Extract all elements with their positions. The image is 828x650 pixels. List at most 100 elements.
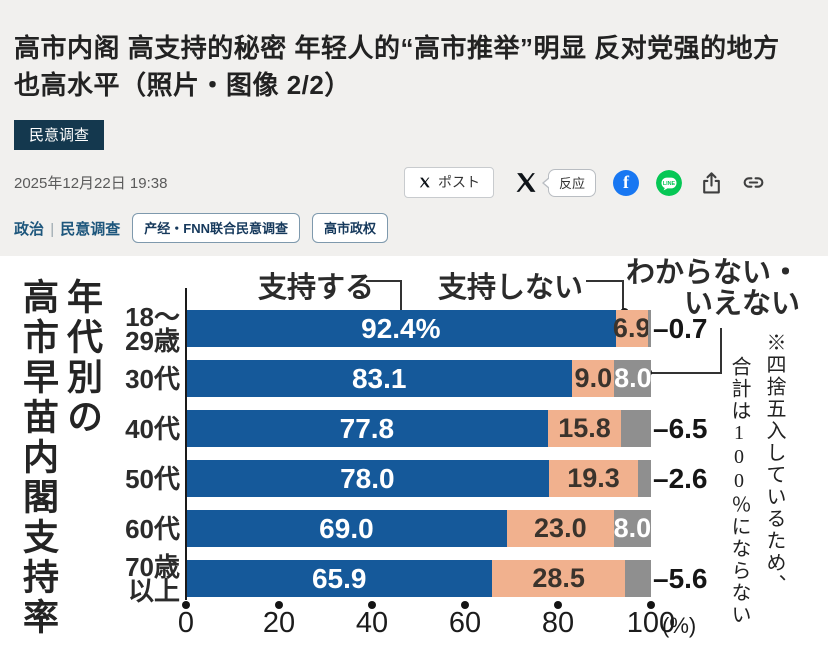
- bar-segment-oppose: 6.9: [613, 310, 650, 347]
- bar-track: 77.8 15.8 –6.5: [186, 410, 708, 447]
- bar-value-label-support: 78.0: [340, 462, 395, 494]
- chart-row: 30代 83.1 9.0 8.0: [116, 360, 652, 397]
- facebook-icon[interactable]: f: [613, 169, 639, 196]
- bar-segment-support: 77.8: [186, 410, 548, 447]
- bar-value-label-oppose: 28.5: [532, 563, 585, 593]
- article-page: 高市内阁 高支持的秘密 年轻人的“高市推举”明显 反对党强的地方也高水平（照片・…: [0, 30, 828, 650]
- legend-support: 支持する: [258, 272, 375, 304]
- tag-link-poll[interactable]: 民意调查: [60, 220, 121, 238]
- legend-support-connector: [366, 280, 402, 310]
- legend-unknown: わからない・ いえない: [625, 257, 800, 320]
- bar-segment-oppose: 15.8: [547, 410, 622, 447]
- x-axis-tick-label: 100: [626, 607, 676, 639]
- category-label-line: 40代: [125, 413, 180, 444]
- bar-segment-oppose: 28.5: [492, 560, 625, 597]
- category-label-line: 30代: [125, 363, 180, 394]
- bar-track: 92.4% 6.9 –0.7: [186, 310, 708, 347]
- x-axis-tick-dot: [554, 601, 562, 609]
- category-label-line: 18～: [125, 301, 180, 332]
- x-axis-tick-dot: [182, 601, 190, 609]
- bar-track: 78.0 19.3 –2.6: [186, 460, 708, 497]
- category-label: 18～ 29歳: [116, 301, 180, 356]
- meta-row: 2025年12月22日 19:38 ポスト 反应 f LINE: [14, 167, 814, 198]
- bar-value-label-support: 69.0: [319, 512, 374, 544]
- chart: 高市早苗内閣支持率 年代別の 支持する 支持しない わからない・ いえない 18…: [0, 256, 828, 650]
- tag-link-politics[interactable]: 政治: [14, 220, 45, 238]
- category-label: 30代: [116, 363, 180, 394]
- rounding-note-col1: ※四捨五入しているため、: [763, 332, 785, 596]
- page-title: 高市内阁 高支持的秘密 年轻人的“高市推举”明显 反对党强的地方也高水平（照片・…: [14, 33, 780, 100]
- x-logo-icon[interactable]: [513, 170, 538, 195]
- category-label: 50代: [116, 463, 180, 494]
- bar-value-label-unknown-outside: –0.7: [653, 312, 708, 344]
- tag-button-sankei-fnn-poll[interactable]: 产经・FNN联合民意调查: [132, 213, 300, 243]
- category-label-line: 以上: [127, 575, 180, 606]
- category-label: 40代: [116, 413, 180, 444]
- bar-segment-oppose: 23.0: [506, 510, 614, 547]
- bar-segment-unknown: 8.0: [614, 360, 652, 397]
- bar-value-label-oppose: 19.3: [567, 463, 620, 493]
- bar-value-label-support: 65.9: [311, 562, 367, 594]
- legend-oppose-connector: [586, 280, 624, 312]
- bar-value-label-unknown-outside: –6.5: [653, 412, 708, 444]
- legend-unknown-connector: [650, 328, 722, 374]
- bar-value-label-support: 77.8: [339, 412, 395, 444]
- bar-segment-support: 83.1: [186, 360, 573, 397]
- bar-segment-unknown: [621, 410, 652, 447]
- bar-segment-unknown: [624, 560, 651, 597]
- bar-value-label-oppose: 23.0: [534, 513, 587, 543]
- share-icon[interactable]: [699, 170, 724, 195]
- bar-segment-oppose: 9.0: [572, 360, 615, 397]
- chart-row: 50代 78.0 19.3 –2.6: [116, 460, 708, 497]
- bar-segment-support: 65.9: [186, 560, 493, 597]
- bar-segment-unknown: 8.0: [614, 510, 651, 547]
- x-axis-tick-label: 80: [541, 607, 575, 639]
- line-icon[interactable]: LINE: [656, 169, 682, 196]
- x-post-label: ポスト: [437, 174, 480, 190]
- bar-segment-oppose: 19.3: [548, 460, 639, 497]
- bar-segment-support: 69.0: [186, 510, 507, 547]
- tag-separator: |: [50, 220, 55, 238]
- tags-row: 政治 | 民意调查 产经・FNN联合民意调查 高市政权: [14, 213, 814, 243]
- bar-track: 69.0 23.0 8.0: [186, 510, 651, 547]
- reaction-bubble-button[interactable]: 反应: [541, 168, 596, 197]
- x-axis-unit: (%): [662, 613, 697, 638]
- category-label-line: 29歳: [125, 325, 180, 356]
- share-bar: ポスト 反应 f LINE: [403, 167, 766, 198]
- y-axis-line: [185, 288, 187, 600]
- category-label-line: 50代: [125, 463, 180, 494]
- x-logo-icon: [419, 177, 430, 187]
- publish-date: 2025年12月22日 19:38: [14, 175, 168, 192]
- category-label-line: 70歳: [125, 551, 180, 582]
- x-axis-tick-dot: [461, 601, 469, 609]
- chart-row: 40代 77.8 15.8 –6.5: [116, 410, 708, 447]
- bar-value-label-oppose: 15.8: [558, 413, 611, 443]
- bar-value-label-support: 83.1: [351, 362, 407, 394]
- chart-row: 70歳 以上 65.9 28.5 –5.6: [116, 554, 708, 604]
- tag-button-takaichi-admin[interactable]: 高市政权: [312, 213, 389, 243]
- bar-segment-support: 92.4%: [186, 310, 616, 347]
- line-label: LINE: [663, 181, 676, 187]
- bar-value-label-unknown: 8.0: [614, 363, 652, 393]
- bar-segment-unknown: [638, 460, 651, 497]
- bar-value-label-support: 92.4%: [361, 312, 441, 344]
- bar-value-label-unknown-outside: –5.6: [653, 562, 708, 594]
- chart-vertical-title-main: 高市早苗内閣支持率: [18, 278, 59, 638]
- x-axis-tick-label: 40: [355, 607, 389, 639]
- x-axis-tick-label: 20: [262, 607, 296, 639]
- rounding-note-col2: 合計は100％にならない: [728, 356, 750, 626]
- category-badge[interactable]: 民意调查: [14, 120, 105, 150]
- x-post-button[interactable]: ポスト: [403, 167, 494, 198]
- chart-vertical-title-sub: 年代別の: [62, 278, 103, 438]
- x-axis-tick-label: 0: [177, 607, 195, 639]
- x-axis-tick-dot: [368, 601, 376, 609]
- bar-segment-unknown: [647, 310, 651, 347]
- bar-track: 83.1 9.0 8.0: [186, 360, 652, 397]
- x-axis-tick-dot: [647, 601, 655, 609]
- category-label-line: 60代: [125, 513, 180, 544]
- bar-track: 65.9 28.5 –5.6: [186, 560, 708, 597]
- link-icon[interactable]: [741, 170, 766, 195]
- bar-segment-support: 78.0: [186, 460, 549, 497]
- legend-oppose: 支持しない: [438, 272, 584, 304]
- category-label: 70歳 以上: [116, 551, 180, 606]
